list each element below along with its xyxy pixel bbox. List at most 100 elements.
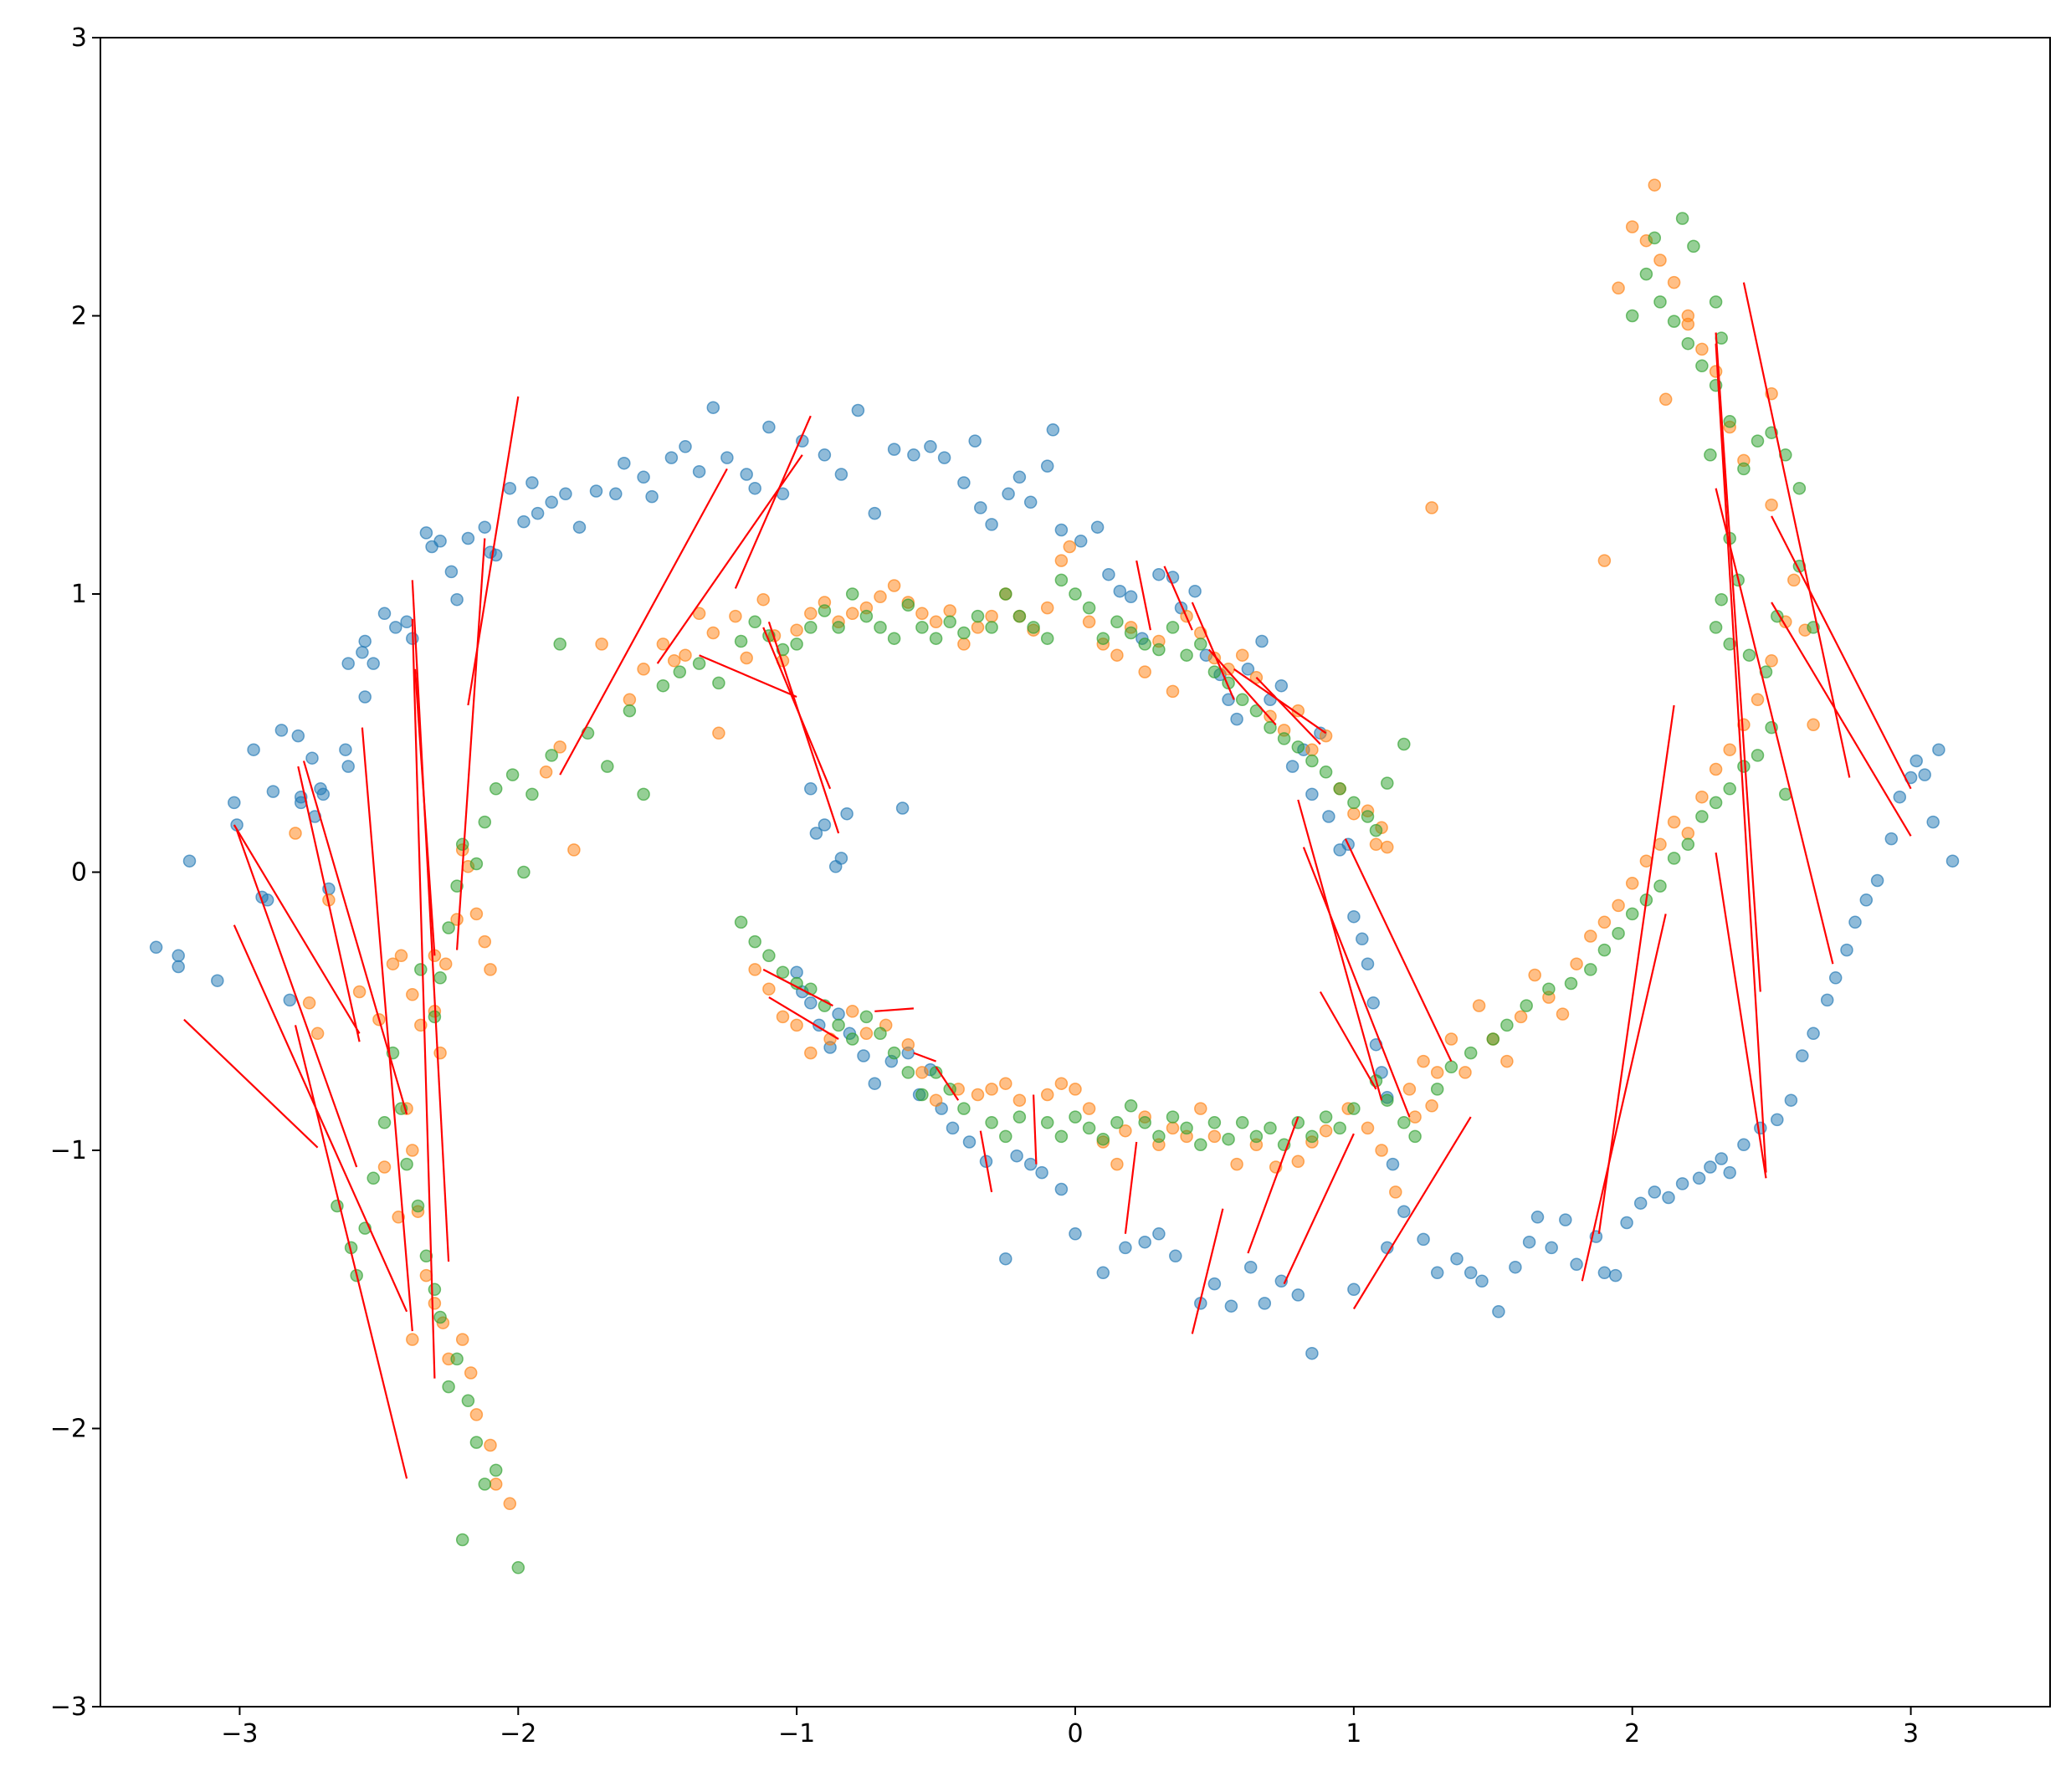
data-point	[1241, 663, 1255, 676]
data-point	[414, 963, 428, 976]
connector-line	[1033, 1094, 1038, 1165]
data-point	[377, 607, 392, 621]
data-point	[1653, 837, 1667, 852]
data-point	[804, 1046, 818, 1060]
data-point	[999, 1129, 1012, 1144]
data-point	[1751, 749, 1765, 762]
data-point	[595, 637, 608, 651]
data-point	[1893, 790, 1907, 804]
data-point	[720, 451, 734, 464]
connector-line	[767, 621, 840, 834]
data-point	[1138, 637, 1151, 651]
data-point	[974, 501, 987, 515]
data-point	[790, 637, 803, 651]
data-point	[1366, 996, 1380, 1010]
connector-line	[1255, 677, 1321, 745]
x-tick-label: 2	[1624, 1719, 1640, 1748]
data-point	[1723, 415, 1736, 428]
data-point	[840, 806, 854, 821]
data-point	[1542, 982, 1556, 996]
data-point	[656, 637, 670, 651]
data-point	[1633, 1196, 1648, 1210]
data-point	[1386, 1157, 1400, 1171]
data-point	[1742, 648, 1756, 662]
data-point	[1704, 1160, 1717, 1174]
data-point	[1723, 782, 1736, 796]
data-point	[712, 676, 725, 690]
connector-line	[411, 618, 436, 1379]
data-point	[1222, 1132, 1235, 1146]
data-point	[1704, 448, 1717, 462]
data-point	[1796, 1049, 1809, 1062]
data-point	[406, 988, 419, 1001]
data-point	[461, 531, 475, 545]
data-point	[450, 1352, 464, 1366]
data-point	[818, 448, 832, 462]
data-point	[406, 1144, 419, 1157]
data-point	[1570, 957, 1583, 970]
data-point	[1369, 823, 1383, 837]
data-point	[1291, 704, 1305, 718]
data-point	[455, 1533, 469, 1547]
data-point	[1408, 1110, 1422, 1124]
data-point	[545, 495, 558, 509]
data-point	[455, 1333, 469, 1346]
data-point	[734, 634, 748, 648]
data-point	[1369, 837, 1383, 852]
data-point	[1305, 743, 1319, 756]
data-point	[1356, 932, 1369, 946]
connector-line	[1715, 488, 1834, 965]
data-point	[1012, 1110, 1027, 1124]
data-point	[1054, 554, 1069, 567]
data-point	[1792, 481, 1807, 495]
data-point	[859, 1010, 874, 1024]
data-point	[901, 1037, 915, 1052]
data-point	[1612, 281, 1625, 295]
data-point	[1597, 1266, 1612, 1280]
connector-line	[414, 668, 436, 956]
data-point	[172, 949, 185, 963]
data-point	[1333, 1121, 1346, 1135]
data-point	[645, 489, 659, 504]
data-point	[572, 520, 587, 534]
data-point	[1082, 615, 1096, 629]
data-point	[1486, 1032, 1500, 1046]
y-tick-label: 2	[71, 302, 87, 331]
y-tick-label: −2	[50, 1415, 87, 1444]
data-point	[1475, 1274, 1489, 1288]
data-point	[1023, 1157, 1038, 1171]
data-point	[1509, 1260, 1522, 1274]
data-point	[1765, 498, 1778, 512]
data-point	[748, 963, 761, 976]
connector-line	[1344, 838, 1453, 1062]
data-point	[667, 654, 681, 668]
data-point	[1194, 1102, 1207, 1115]
data-point	[1040, 1088, 1054, 1102]
data-point	[1695, 359, 1709, 373]
data-point	[834, 852, 848, 865]
data-point	[1180, 1121, 1193, 1135]
data-point	[1074, 535, 1088, 548]
data-point	[433, 971, 447, 985]
connector-line	[1191, 602, 1235, 700]
data-point	[656, 678, 670, 693]
data-point	[1784, 1093, 1798, 1107]
data-point	[428, 1297, 442, 1310]
data-point	[1023, 495, 1038, 509]
data-point	[1570, 1257, 1583, 1272]
data-point	[1124, 590, 1138, 604]
data-point	[1235, 693, 1249, 707]
data-point	[1249, 1129, 1264, 1144]
data-point	[1291, 1155, 1305, 1169]
data-point	[832, 1018, 845, 1032]
data-point	[845, 607, 859, 621]
connector-line	[183, 1018, 319, 1149]
data-point	[618, 456, 631, 470]
data-point	[1381, 776, 1394, 790]
data-point	[729, 609, 742, 623]
data-point	[748, 934, 761, 949]
data-point	[1361, 957, 1375, 970]
data-point	[1305, 787, 1319, 801]
data-point	[1667, 275, 1681, 289]
data-point	[1695, 342, 1709, 356]
